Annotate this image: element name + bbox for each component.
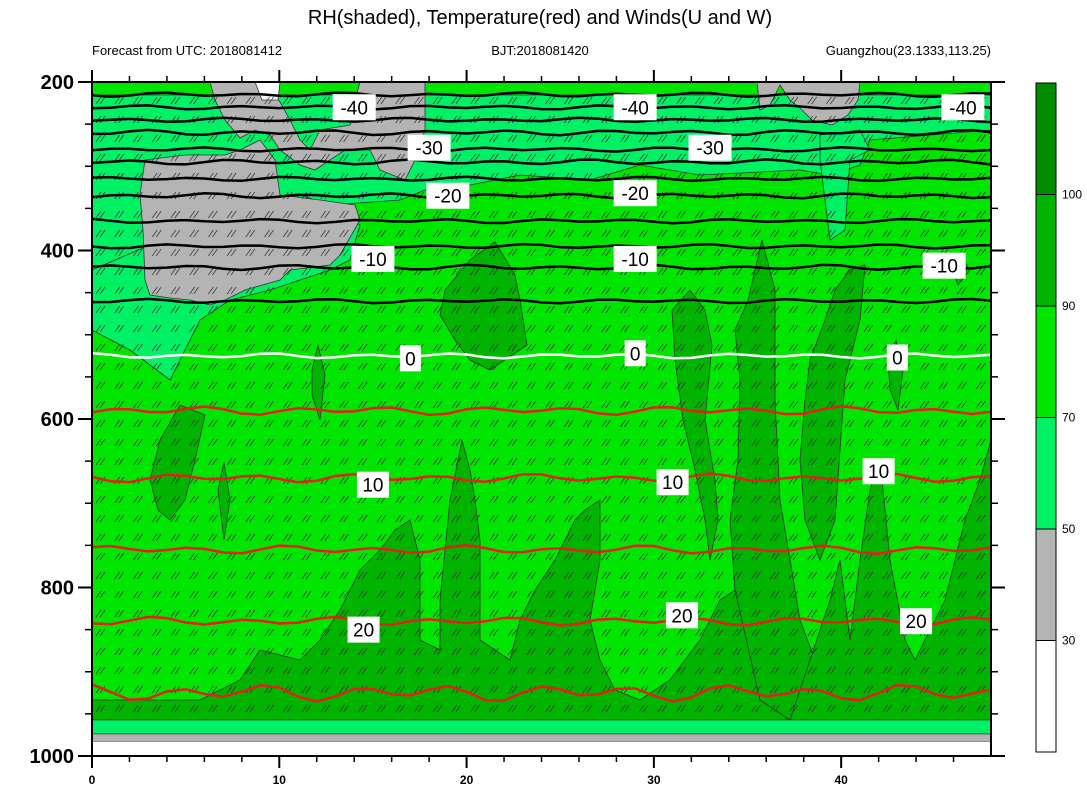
wind-barb	[995, 705, 1004, 712]
contour-label: -30	[408, 135, 451, 161]
y-tick-label: 600	[41, 409, 74, 431]
contour-label: -20	[426, 183, 469, 209]
rh-surface-gray-band	[92, 734, 991, 742]
wind-barb	[995, 401, 1004, 408]
x-tick-label: 40	[834, 773, 848, 787]
contour-label-text: 10	[662, 473, 683, 494]
contour-label: 0	[400, 345, 421, 371]
contour-label-text: -10	[621, 250, 648, 271]
contour-label-text: 0	[630, 344, 641, 365]
colorbar-box	[1036, 306, 1056, 418]
contour-label-text: 0	[892, 348, 903, 369]
colorbar-box	[1036, 195, 1056, 307]
wind-barb	[995, 211, 1004, 218]
contour-label-text: -10	[930, 257, 957, 278]
contour-label: 20	[348, 617, 380, 643]
contour-label-text: 10	[868, 462, 889, 483]
contour-label-text: -10	[359, 250, 386, 271]
wind-barb	[995, 477, 1004, 484]
contour-label-text: 20	[353, 621, 374, 642]
location-label: Guangzhou(23.1333,113.25)	[826, 43, 991, 58]
colorbar-label: 30	[1062, 634, 1076, 648]
contour-label-text: 20	[671, 606, 692, 627]
contour-label-text: 20	[906, 612, 927, 633]
contour-label-text: 0	[405, 349, 416, 370]
wind-barb	[995, 439, 1004, 446]
wind-barb	[995, 154, 1004, 161]
contour-label-text: 10	[362, 476, 383, 497]
colorbar-label: 70	[1062, 411, 1076, 425]
contour-label: 10	[657, 469, 689, 495]
wind-barb	[995, 268, 1004, 275]
wind-barb	[995, 344, 1004, 351]
wind-barb	[995, 192, 1004, 199]
rh-shading	[0, 0, 991, 756]
colorbar-box	[1036, 529, 1056, 641]
contour-label-text: -40	[340, 98, 367, 119]
x-tick-label: 10	[273, 773, 287, 787]
wind-barb	[995, 116, 1004, 123]
wind-barb	[995, 135, 1004, 142]
contour-label-text: -20	[434, 187, 461, 208]
wind-barb	[995, 686, 1004, 693]
chart-title: RH(shaded), Temperature(red) and Winds(U…	[308, 7, 772, 29]
rh-surface-white-band	[92, 742, 991, 756]
contour-label: 20	[666, 602, 698, 628]
bjt-time-label: BJT:2018081420	[491, 43, 589, 58]
wind-barb	[995, 363, 1004, 370]
contour-label: -10	[923, 253, 966, 279]
colorbar-box	[1036, 418, 1056, 530]
x-tick-label: 0	[89, 773, 96, 787]
contour-label: -40	[333, 94, 376, 120]
contour-label-text: -30	[415, 139, 442, 160]
colorbar-box	[1036, 641, 1056, 753]
wind-barb	[995, 306, 1004, 313]
y-tick-label: 200	[41, 72, 74, 94]
forecast-time-label: Forecast from UTC: 2018081412	[92, 43, 282, 58]
contour-label: -10	[614, 246, 657, 272]
contour-label: -40	[614, 94, 657, 120]
y-tick-label: 400	[41, 241, 74, 263]
contour-label: 0	[887, 344, 908, 370]
contour-label: -20	[614, 180, 657, 206]
wind-barb	[995, 534, 1004, 541]
contour-label: -30	[689, 135, 732, 161]
wind-barb	[995, 325, 1004, 332]
wind-barb	[995, 610, 1004, 617]
contour-label-text: -40	[621, 98, 648, 119]
contour-label: 0	[625, 340, 646, 366]
contour-label: -10	[351, 246, 394, 272]
contour-label-text: -30	[696, 139, 723, 160]
colorbar-label: 50	[1062, 522, 1076, 536]
rh-near-surface-band	[92, 720, 991, 734]
contour-label-text: -20	[621, 184, 648, 205]
contour-label-text: -40	[949, 98, 976, 119]
wind-barb	[995, 515, 1004, 522]
contour-label: 10	[357, 472, 389, 498]
wind-barb	[995, 591, 1004, 598]
wind-barb	[995, 572, 1004, 579]
wind-barb	[995, 230, 1004, 237]
wind-barb	[995, 496, 1004, 503]
wind-barb	[995, 648, 1004, 655]
y-tick-label: 1000	[30, 746, 75, 768]
wind-barb	[995, 420, 1004, 427]
wind-barb	[995, 97, 1004, 104]
contour-label: -40	[941, 94, 984, 120]
contour-label: 10	[863, 458, 895, 484]
wind-barb	[995, 667, 1004, 674]
contour-label: 20	[900, 608, 932, 634]
y-tick-label: 800	[41, 578, 74, 600]
x-tick-label: 20	[460, 773, 474, 787]
wind-barb	[995, 553, 1004, 560]
colorbar-label: 100	[1062, 188, 1082, 202]
colorbar-box	[1036, 83, 1056, 195]
colorbar: 100 90 70 50 30	[1036, 83, 1082, 752]
wind-barb	[995, 173, 1004, 180]
wind-barb	[995, 382, 1004, 389]
colorbar-label: 90	[1062, 299, 1076, 313]
x-tick-label: 30	[647, 773, 661, 787]
